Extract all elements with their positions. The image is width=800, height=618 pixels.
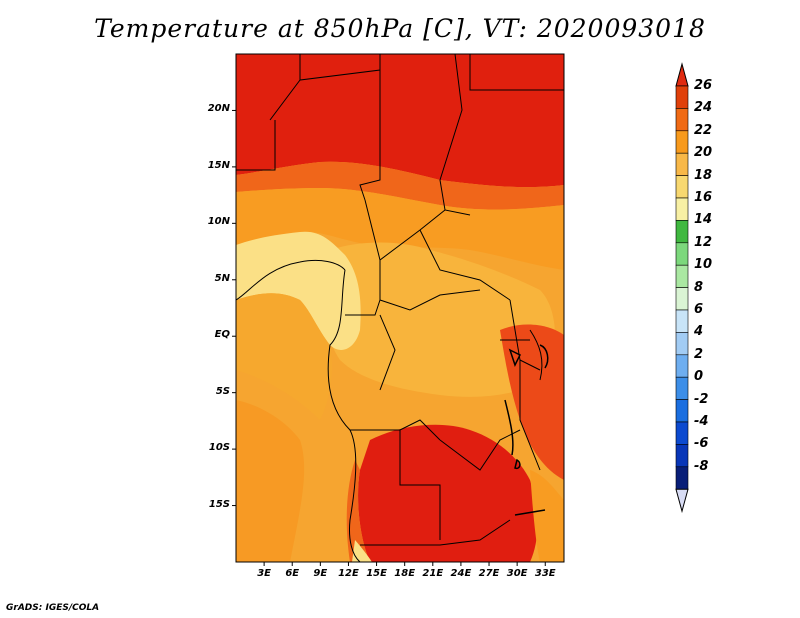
colorbar-segment [675,242,689,266]
colorbar-segment [675,85,689,109]
lat-label: 15N [207,159,230,171]
colorbar-segment [675,332,689,356]
colorbar-label: 4 [694,324,704,340]
colorbar-segment [675,421,689,445]
colorbar-label: 26 [694,78,713,93]
lon-label: 12E [338,568,359,579]
map-frame [235,53,565,563]
colorbar-cap-bottom [675,488,689,514]
colorbar-segment [675,399,689,423]
grads-credit: GrADS: IGES/COLA [6,603,100,613]
colorbar-segment [675,175,689,199]
axis-ticks [232,109,546,566]
colorbar-segment [675,354,689,378]
colorbar-label: 14 [694,212,713,228]
colorbar-cap-top [675,62,689,87]
country-borders [236,54,564,562]
map-title: Temperature at 850hPa [C], VT: 202009301… [94,14,706,43]
colorbar-label: 0 [694,369,704,385]
colorbar-label: 18 [694,167,713,183]
colorbar-label: 16 [694,190,713,205]
colorbar-label: 20 [694,145,713,161]
lon-label: 24E [450,568,472,579]
lon-label: 33E [534,568,556,579]
colorbar-label: 24 [694,100,713,116]
colorbar-segment [675,197,689,221]
colorbar-label: 6 [694,302,704,317]
lon-label: 6E [285,568,300,579]
lon-label: 18E [394,568,416,579]
colorbar-segment [675,152,689,176]
colorbar-segment [675,309,689,333]
lon-label: 30E [506,568,528,579]
lon-label: 21E [422,568,444,579]
colorbar-label: -2 [694,391,709,407]
lat-label: 15S [208,498,230,510]
colorbar-label: -8 [694,458,709,474]
lon-label: 15E [366,568,387,579]
colorbar-label: 22 [694,122,713,138]
colorbar-segment [675,264,689,288]
colorbar-label: -4 [694,414,709,429]
lon-label: 3E [257,568,271,579]
lon-label: 9E [313,568,328,579]
colorbar-label: 10 [694,257,713,273]
lat-label: 10S [208,442,230,454]
colorbar-segment [675,466,689,490]
colorbar-label: 8 [694,279,704,295]
lon-label: 27E [478,568,500,579]
colorbar [675,62,689,514]
colorbar-segment [675,130,689,154]
lat-label: 10N [207,216,230,228]
lat-label: 5N [214,272,230,284]
temperature-field [236,54,564,562]
lake-outlines [504,344,549,516]
colorbar-segment [675,287,689,311]
colorbar-segment [675,376,689,400]
colorbar-segment [675,444,689,468]
colorbar-segment [675,108,689,132]
lat-label: 20N [207,103,230,115]
lat-label: 5S [215,385,230,397]
colorbar-label: -6 [694,436,709,452]
lat-label: EQ [214,329,230,341]
colorbar-segment [675,220,689,244]
colorbar-label: 12 [694,234,713,250]
colorbar-label: 2 [694,346,704,362]
